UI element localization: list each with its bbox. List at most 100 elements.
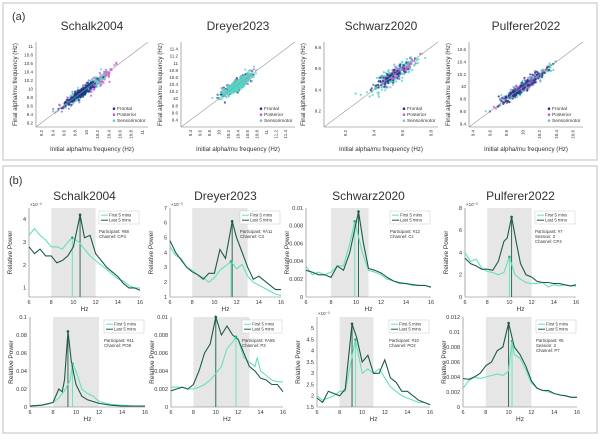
scatter-point-sensorimotor	[100, 68, 103, 71]
scatter-point-frontal	[525, 80, 528, 83]
annotation-text: Participant: #41	[104, 338, 134, 343]
legend-box	[535, 319, 577, 334]
scatter-point-frontal	[535, 73, 539, 76]
scatter-point-posterior	[492, 105, 495, 108]
x-tick-label: 9.4	[371, 130, 376, 137]
scatter-point-frontal	[531, 73, 534, 76]
x-tick-label: 8	[338, 410, 341, 416]
scatter-point-sensorimotor	[222, 89, 226, 92]
scatter-point-sensorimotor	[74, 99, 77, 102]
legend-label: Posterior	[264, 112, 284, 118]
scatter-point-sensorimotor	[400, 79, 403, 82]
scatter-point-sensorimotor	[236, 89, 239, 92]
x-tick-label: 8	[486, 300, 489, 306]
scatter-point-frontal	[383, 85, 386, 88]
x-tick-label: 10	[70, 300, 76, 306]
y-tick-label: 9.2	[27, 120, 34, 125]
scatter-point-sensorimotor	[228, 91, 231, 94]
scatter-point-frontal	[370, 87, 373, 90]
scatter-point-sensorimotor	[552, 68, 555, 72]
x-tick-label: 14	[115, 300, 121, 306]
scatter-point-frontal	[511, 97, 514, 100]
scatter-point-frontal	[531, 82, 534, 86]
scatter-point-frontal	[68, 103, 71, 106]
x-tick-label: 10.6	[245, 130, 250, 139]
scatter-point-frontal	[527, 84, 530, 87]
identity-line	[35, 41, 149, 128]
legend-marker	[112, 119, 116, 122]
scatter-point-sensorimotor	[220, 98, 223, 101]
peak-dot	[353, 220, 357, 223]
y-tick-label: 10	[461, 84, 467, 89]
scatter-point-posterior	[515, 84, 518, 87]
y-tick-label: 9.8	[172, 103, 179, 108]
y-tick-label: 0.012	[446, 315, 460, 321]
legend-label: Sensorimotor	[552, 118, 581, 124]
legend-marker	[402, 107, 406, 110]
alpha-band-shade	[193, 317, 250, 407]
scatter-point-posterior	[102, 81, 105, 84]
scatter-point-sensorimotor	[51, 110, 55, 113]
scatter-point-frontal	[385, 76, 388, 80]
identity-line	[180, 41, 296, 128]
series-line-first	[305, 221, 432, 288]
scatter-point-sensorimotor	[484, 110, 487, 113]
y-tick-label: 10.6	[169, 75, 178, 80]
scatter-point-sensorimotor	[384, 89, 387, 92]
legend-marker	[112, 107, 116, 110]
scatter-point-frontal	[90, 85, 94, 88]
scatter-point-frontal	[223, 101, 226, 104]
x-tick-label: 10.8	[129, 130, 134, 139]
legend-label: Last 5 mins	[545, 218, 567, 223]
scatter-point-frontal	[86, 81, 89, 84]
scatter-point-posterior	[89, 94, 93, 97]
y-tick-label: 0.002	[446, 390, 460, 396]
legend-label: Posterior	[117, 112, 137, 118]
x-tick-label: 9.4	[50, 130, 55, 137]
scatter-point-sensorimotor	[540, 69, 543, 72]
legend-box	[389, 210, 431, 225]
x-tick-label: 8	[484, 410, 487, 416]
annotation-text: Participant: #6	[536, 338, 564, 343]
series-line-last	[305, 211, 432, 288]
x-tick-label: 9.6	[62, 130, 67, 137]
peak-dot	[78, 213, 82, 217]
x-tick-label: 14	[551, 300, 557, 306]
scatter-point-sensorimotor	[235, 79, 238, 82]
scatter-point-posterior	[246, 82, 249, 86]
y-tick-label: 2	[459, 273, 462, 279]
annotation-text: Channel: CP4	[535, 239, 562, 244]
x-tick-label: 14	[256, 300, 262, 306]
scatter-point-posterior	[71, 90, 74, 93]
chart-title: Schwarz2020	[332, 189, 405, 203]
series-line-last	[29, 331, 145, 407]
scatter-point-sensorimotor	[231, 89, 234, 93]
y-tick-label: 0.01	[292, 206, 303, 212]
scatter-point-sensorimotor	[368, 95, 371, 98]
x-tick-label: 9.8	[73, 130, 78, 137]
scatter-point-frontal	[66, 99, 69, 102]
x-tick-label: 12	[234, 300, 240, 306]
scatter-point-frontal	[70, 98, 73, 101]
scatter-point-posterior	[87, 79, 90, 82]
scatter-point-frontal	[497, 95, 500, 98]
scatter-point-sensorimotor	[96, 85, 99, 88]
x-tick-label: 10.4	[554, 130, 559, 139]
series-line-last	[169, 221, 281, 291]
scatter-point-sensorimotor	[233, 90, 236, 93]
x-tick-label: 9.6	[487, 130, 492, 137]
scatter-point-frontal	[523, 76, 526, 79]
panel-b-label: (b)	[9, 175, 22, 187]
scatter-point-sensorimotor	[102, 73, 105, 76]
legend-label: Frontal	[117, 106, 132, 112]
y-tick-label: 0.004	[154, 369, 168, 375]
scatter-point-frontal	[387, 79, 390, 82]
y-tick-label: 2	[164, 280, 167, 286]
legend-label: First 5 mins	[545, 213, 567, 218]
x-axis-label: Hz	[223, 416, 231, 423]
scatter-point-sensorimotor	[231, 85, 234, 88]
scatter-point-sensorimotor	[519, 94, 522, 97]
legend-marker	[259, 107, 263, 110]
legend-box	[534, 210, 576, 225]
y-axis-label: Final alpha/mu frequency (Hz)	[157, 43, 164, 126]
